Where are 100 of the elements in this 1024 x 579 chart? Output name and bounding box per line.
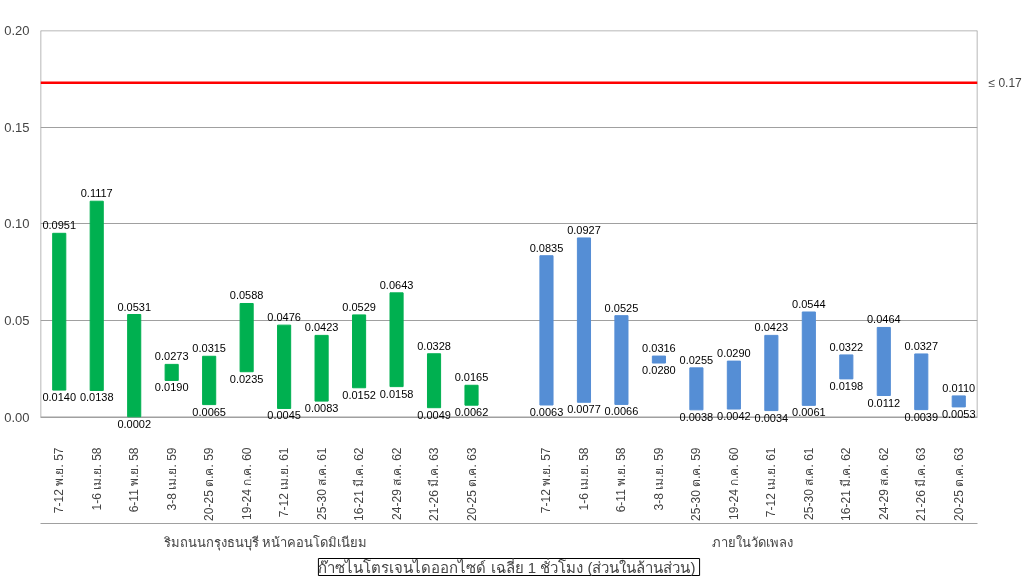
bar bbox=[951, 395, 966, 408]
annotation: 0.0322 bbox=[829, 340, 864, 353]
annotation: 0.0328 bbox=[417, 339, 451, 352]
bar bbox=[839, 354, 854, 380]
annotation: 0.0061 bbox=[792, 406, 826, 419]
annotation: 0.0049 bbox=[417, 408, 451, 421]
text: ริมถนนกรุงธนบุรี หน้าคอนโดมิเนียม bbox=[162, 534, 368, 551]
x-tick-label: 20-25 ต.ค. 63 bbox=[464, 447, 479, 521]
bar bbox=[127, 314, 142, 418]
annotation: 0.0643 bbox=[379, 278, 414, 291]
annotation: 0.0083 bbox=[304, 402, 339, 415]
annotation: 0.0152 bbox=[342, 388, 376, 401]
text: ภายในวัดเพลง bbox=[712, 534, 794, 550]
annotation: 0.0316 bbox=[642, 342, 676, 355]
bar bbox=[464, 384, 479, 406]
x-tick-label: 20-25 ต.ค. 59 bbox=[202, 447, 217, 521]
bar bbox=[651, 355, 666, 364]
annotation: 0.0315 bbox=[192, 342, 226, 355]
bar bbox=[389, 292, 404, 388]
y-tick-label: 0.10 bbox=[4, 216, 30, 232]
x-tick-label: 19-24 ก.ค. 60 bbox=[726, 447, 741, 520]
annotation: 0.0066 bbox=[604, 405, 639, 418]
x-tick-label: 6-11 พ.ย. 58 bbox=[127, 447, 142, 513]
annotation: 0.0835 bbox=[529, 241, 564, 254]
x-tick-label: 7-12 พ.ย. 57 bbox=[52, 447, 67, 514]
x-tick-label: 7-12 เม.ย. 61 bbox=[277, 447, 292, 518]
annotation: 0.0042 bbox=[717, 410, 751, 423]
bar bbox=[164, 363, 179, 381]
annotation: 0.0158 bbox=[379, 387, 414, 400]
bar bbox=[352, 314, 367, 389]
annotation: 0.0327 bbox=[904, 339, 939, 352]
annotation: 0.0165 bbox=[454, 371, 489, 384]
bar bbox=[576, 237, 592, 403]
x-tick-label: 7-12 เม.ย. 61 bbox=[764, 447, 779, 518]
y-tick-label: 0.20 bbox=[4, 23, 30, 38]
bar bbox=[314, 334, 329, 402]
annotation: 0.0476 bbox=[267, 311, 301, 324]
x-tick-label: 16-21 มี.ค. 62 bbox=[839, 447, 854, 521]
bar bbox=[764, 334, 779, 412]
x-tick-label: 7-12 พ.ย. 57 bbox=[539, 447, 554, 514]
x-tick-label: 25-30 ต.ค. 59 bbox=[689, 447, 704, 521]
x-tick-label: 25-30 ส.ค. 61 bbox=[314, 447, 329, 520]
annotation: 0.0529 bbox=[342, 300, 376, 313]
annotation: 0.0255 bbox=[679, 353, 714, 366]
text: ก๊าซไนโตรเจนไดออกไซด์ เฉลี่ย 1 ชั่วโมง (ส่วนในล้านส่วน) bbox=[318, 556, 696, 576]
bar bbox=[239, 302, 254, 373]
annotation: 0.0423 bbox=[754, 321, 789, 334]
annotation: 0.0034 bbox=[754, 411, 789, 424]
annotation: 0.0140 bbox=[42, 391, 77, 404]
x-tick-label: 1-6 เม.ย. 58 bbox=[576, 447, 591, 511]
annotation: 0.0110 bbox=[942, 381, 976, 394]
annotation: 0.0045 bbox=[267, 409, 301, 422]
annotation: 0.0065 bbox=[192, 405, 226, 418]
annotation: 0.0588 bbox=[229, 289, 264, 302]
annotation: 0.0927 bbox=[567, 223, 601, 236]
annotation: 0.0423 bbox=[304, 321, 339, 334]
annotation: 0.0290 bbox=[717, 347, 751, 360]
annotation: 0.0190 bbox=[154, 381, 189, 394]
annotation: 0.0053 bbox=[941, 407, 976, 420]
bar bbox=[801, 311, 816, 406]
bar bbox=[876, 326, 891, 397]
annotation: 0.0039 bbox=[904, 410, 939, 423]
x-tick-label: 21-26 มี.ค. 63 bbox=[914, 447, 929, 521]
x-tick-label: 21-26 มี.ค. 63 bbox=[427, 447, 442, 521]
annotation: 0.1117 bbox=[80, 187, 113, 200]
x-tick-label: 20-25 ต.ค. 63 bbox=[951, 447, 966, 521]
annotation: 0.0198 bbox=[829, 379, 864, 392]
x-tick-label: 25-30 ส.ค. 61 bbox=[801, 447, 816, 520]
y-tick-label: 0.15 bbox=[4, 119, 30, 135]
annotation: 0.0951 bbox=[42, 219, 77, 232]
ref-line-label: ≤ 0.17 bbox=[988, 75, 1023, 90]
x-tick-label: 24-29 ส.ค. 62 bbox=[876, 447, 891, 520]
x-tick-label: 3-8 เม.ย. 59 bbox=[164, 447, 179, 511]
bar bbox=[614, 315, 629, 405]
annotation: 0.0273 bbox=[154, 350, 189, 363]
annotation: 0.0464 bbox=[866, 313, 901, 326]
annotation: 0.0002 bbox=[117, 417, 152, 430]
x-tick-label: 16-21 มี.ค. 62 bbox=[352, 447, 367, 521]
annotation: 0.0063 bbox=[529, 405, 564, 418]
bar bbox=[689, 367, 704, 411]
bar bbox=[202, 355, 217, 406]
annotation: 0.0062 bbox=[454, 406, 489, 419]
annotation: 0.0525 bbox=[604, 301, 639, 314]
annotation: 0.0235 bbox=[229, 372, 264, 385]
annotation: 0.0280 bbox=[642, 364, 676, 377]
x-tick-label: 19-24 ก.ค. 60 bbox=[239, 447, 254, 520]
x-tick-label: 1-6 เม.ย. 58 bbox=[89, 447, 104, 511]
annotation: 0.0077 bbox=[567, 403, 601, 416]
x-tick-label: 3-8 เม.ย. 59 bbox=[651, 447, 666, 511]
bar bbox=[539, 255, 554, 406]
annotation: 0.0138 bbox=[79, 391, 114, 404]
bar bbox=[426, 353, 442, 409]
bar bbox=[52, 232, 67, 391]
y-tick-label: 0.00 bbox=[4, 409, 30, 425]
bar bbox=[89, 200, 104, 391]
bar bbox=[726, 360, 741, 410]
annotation: 0.0531 bbox=[117, 300, 152, 313]
bar bbox=[914, 353, 929, 411]
annotation: 0.0038 bbox=[679, 410, 714, 423]
y-tick-label: 0.05 bbox=[4, 313, 30, 328]
